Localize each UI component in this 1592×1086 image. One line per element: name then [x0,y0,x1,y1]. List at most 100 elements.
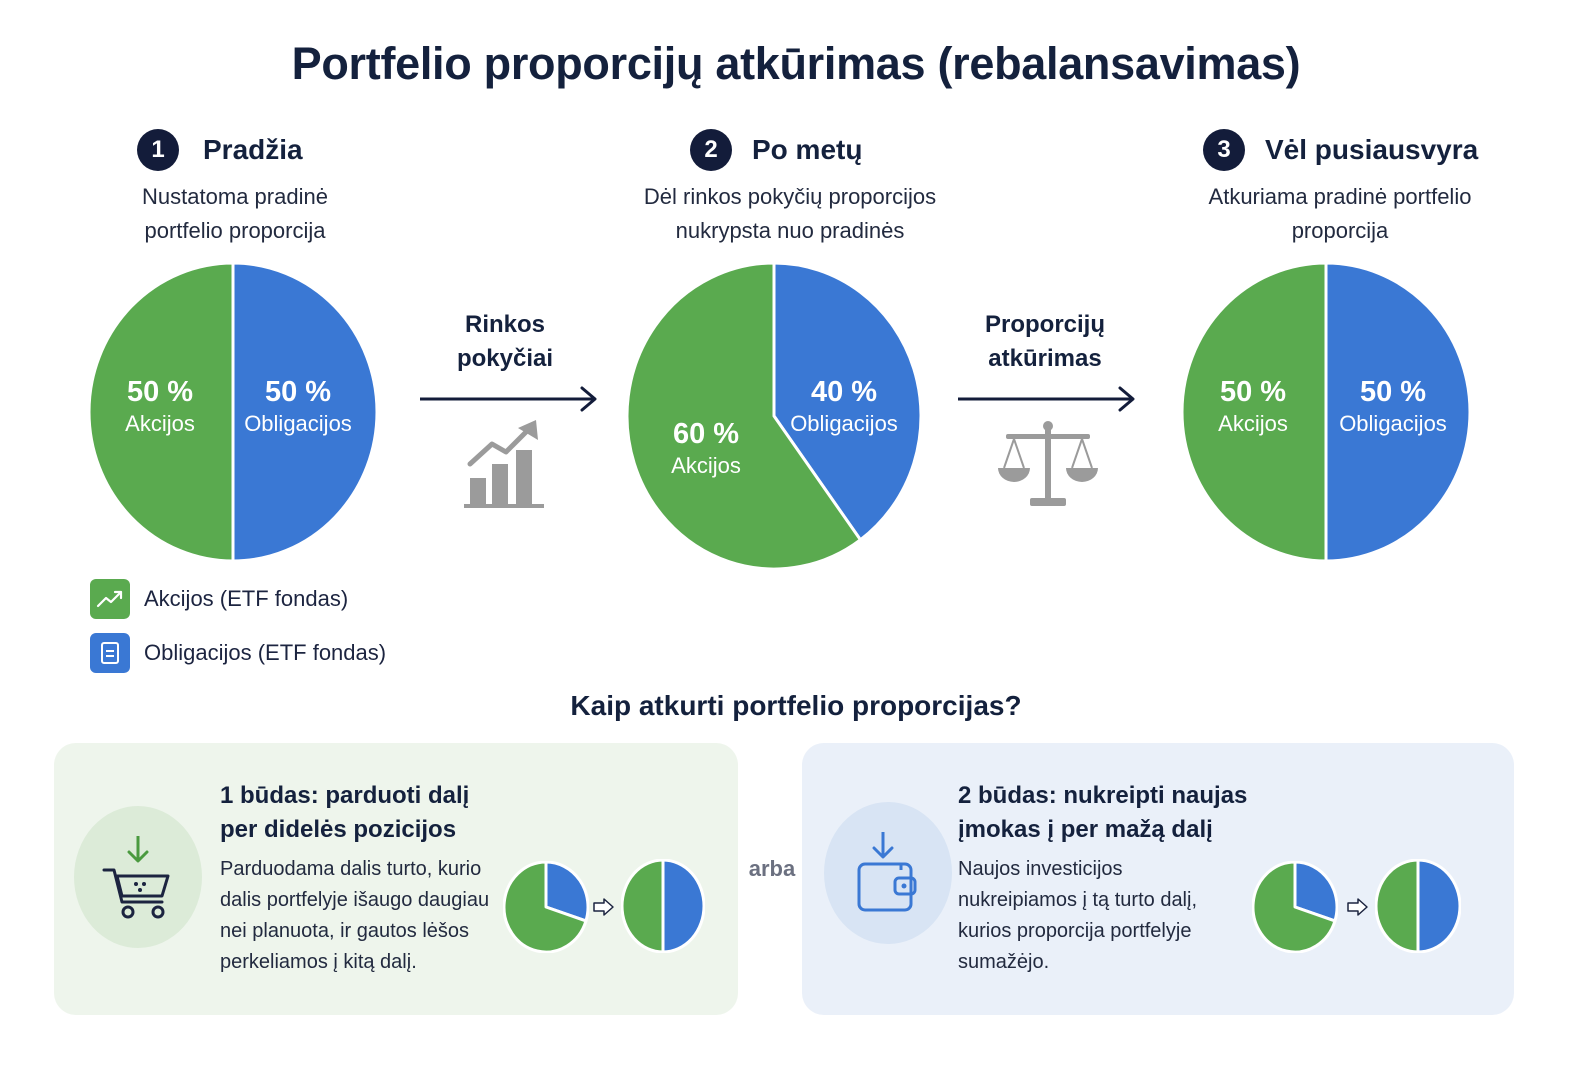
pie-slice-akcijos [1375,859,1420,953]
step-1-header: 1 Pradžia [137,129,303,171]
arrow-right-icon [420,386,597,412]
step-3-title: Vėl pusiausvyra [1265,134,1479,165]
pie-start-green-name: Akcijos [125,411,195,436]
legend-item-stocks: Akcijos (ETF fondas) [90,579,348,619]
pie-rebal-blue-label: 50 % Obligacijos [1339,374,1447,438]
method-2-desc-line: nukreipiamos į tą turto dalį, [958,889,1198,911]
pie-slice-akcijos [87,261,235,563]
legend-item-bonds: Obligacijos (ETF fondas) [90,633,386,673]
transition-rebalance-line2: atkūrimas [988,345,1102,372]
pie-start-blue-label: 50 % Obligacijos [244,374,352,438]
step-3-desc-line2: proporcija [1291,218,1389,243]
pie-rebal-green-name: Akcijos [1218,411,1288,436]
step-2-desc-line1: Dėl rinkos pokyčių proporcijos [643,184,937,209]
legend-label-bonds: Obligacijos (ETF fondas) [144,640,387,665]
legend-label-stocks: Akcijos (ETF fondas) [144,586,349,611]
balance-scale-icon [998,421,1098,506]
method-1-desc-line: nei planuota, ir gautos lėšos [220,920,470,942]
method-2-card: 2 būdas: nukreipti naujas įmokas į per m… [802,743,1514,1015]
method-2-desc-line: kurios proporcija portfelyje [958,920,1192,942]
document-icon [90,633,130,673]
pie-after-blue-name: Obligacijos [790,411,898,436]
pie-slice-obligacijos [544,861,589,923]
method-1-desc-line: dalis portfelyje išaugo daugiau [220,889,490,911]
method-1-desc-line: Parduodama dalis turto, kurio [220,858,482,880]
trend-up-icon [90,579,130,619]
pie-slice-obligacijos [1293,861,1338,923]
method-2-title: 2 būdas: nukreipti naujas įmokas į per m… [958,779,1278,847]
step-1-desc-line2: portfelio proporcija [144,218,326,243]
step-3-header: 3 Vėl pusiausvyra [1203,129,1478,171]
pie-rebal-blue-pct: 50 % [1359,376,1427,408]
step-2-desc-line2: nukrypsta nuo pradinės [675,218,905,243]
shopping-cart-icon [102,836,170,919]
method-2-desc-line: sumažėjo. [958,951,1050,973]
method-1-icon-circle [74,806,202,948]
step-2-title: Po metų [752,134,863,165]
pie-slice-akcijos [503,861,588,953]
how-to-heading: Kaip atkurti portfelio proporcijas? [570,690,1022,721]
step-3-desc-line1: Atkuriama pradinė portfelio [1208,184,1472,209]
method-2-icon-circle [824,802,952,944]
method-1-title-line1: 1 būdas: parduoti dalį [220,782,470,809]
pie-slice-akcijos [1252,861,1337,953]
step-3-number: 3 [1203,129,1245,171]
pie-start-green-pct: 50 % [126,376,194,408]
separator-or: arba [748,856,796,881]
pie-rebal-green-pct: 50 % [1219,376,1287,408]
pie-start-green-label: 50 % Akcijos [125,374,195,438]
pie-chart-start-svg [87,261,379,563]
mini-pie-after [621,859,705,953]
small-arrow-right-icon [1347,898,1368,916]
pie-slice-obligacijos [231,261,379,563]
pie-start-blue-name: Obligacijos [244,411,352,436]
mini-pie-after [1375,859,1461,953]
method-1-card: 1 būdas: parduoti dalį per didelės pozic… [54,743,738,1015]
mini-pie-before [503,861,589,953]
pie-slice-akcijos [621,859,665,953]
transition-rebalance-line1: Proporcijų [984,311,1105,338]
step-1-desc-line1: Nustatoma pradinė [142,184,328,209]
step-3-description: Atkuriama pradinė portfelio proporcija [1170,180,1510,248]
pie-chart-rebalanced: 50 % Akcijos 50 % Obligacijos [1180,261,1472,563]
pie-after-blue-label: 40 % Obligacijos [790,374,898,438]
pie-slice-obligacijos [661,859,705,953]
pie-slice-obligacijos [1416,859,1461,953]
pie-after-green-label: 60 % Akcijos [671,416,741,480]
pie-slice-akcijos [1180,261,1328,563]
method-1-desc-line: perkeliamos į kitą dalį. [220,951,417,973]
step-1-number: 1 [137,129,179,171]
transition-market-line2: pokyčiai [456,345,554,372]
pie-rebal-green-label: 50 % Akcijos [1218,374,1288,438]
method-2-desc-line: Naujos investicijos [958,858,1123,880]
method-1-description: Parduodama dalis turto, kurio dalis port… [220,854,520,978]
method-1-title-line2: per didelės pozicijos [220,816,457,843]
transition-rebalance-label: Proporcijų atkūrimas [955,308,1135,376]
method-2-title-line2: įmokas į per mažą dalį [958,816,1213,843]
pie-chart-after-year-svg [625,261,923,571]
mini-pie-before [1252,861,1338,953]
pie-rebal-blue-name: Obligacijos [1339,411,1447,436]
wallet-icon [857,832,917,912]
transition-market-label: Rinkos pokyčiai [420,308,590,376]
small-arrow-right-icon [593,898,614,916]
method-1-title: 1 būdas: parduoti dalį per didelės pozic… [220,779,540,847]
pie-chart-after-year: 60 % Akcijos 40 % Obligacijos [625,261,923,571]
method-2-description: Naujos investicijos nukreipiamos į tą tu… [958,854,1248,978]
step-1-description: Nustatoma pradinė portfelio proporcija [70,180,400,248]
growth-chart-icon [464,420,544,508]
pie-chart-start: 50 % Akcijos 50 % Obligacijos [87,261,379,563]
pie-slice-obligacijos [772,261,923,542]
pie-chart-rebalanced-svg [1180,261,1472,563]
pie-slice-obligacijos [1324,261,1472,563]
page-title: Portfelio proporcijų atkūrimas (rebalans… [291,38,1301,89]
method-2-title-line1: 2 būdas: nukreipti naujas [958,782,1248,809]
arrow-right-icon [958,386,1135,412]
pie-start-blue-pct: 50 % [264,376,332,408]
pie-after-green-pct: 60 % [672,418,740,450]
pie-slice-akcijos [625,261,862,571]
step-2-header: 2 Po metų [690,129,862,171]
pie-after-blue-pct: 40 % [810,376,878,408]
step-2-description: Dėl rinkos pokyčių proporcijos nukrypsta… [600,180,980,248]
transition-market-line1: Rinkos [464,311,545,338]
